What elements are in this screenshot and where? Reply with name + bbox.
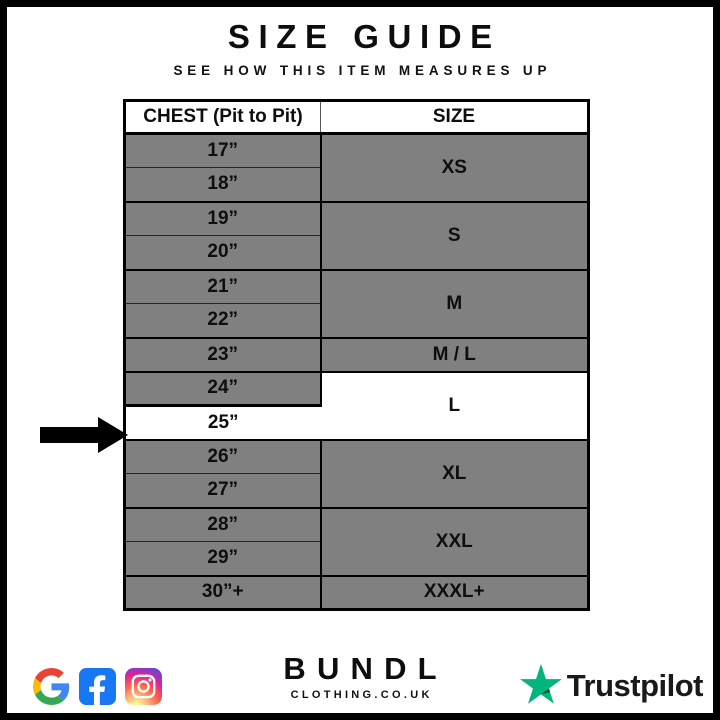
table-row: 26” XL bbox=[124, 439, 589, 509]
table-row: 18” bbox=[124, 167, 589, 203]
size-cell: XL bbox=[320, 439, 589, 509]
instagram-icon[interactable] bbox=[125, 668, 162, 705]
table-row: 28” XXL bbox=[124, 507, 589, 577]
chest-cell: 28” bbox=[124, 507, 322, 542]
table-row: 30”+ XXXL+ bbox=[124, 575, 589, 611]
pointer-arrow-icon bbox=[40, 417, 128, 453]
column-header-chest: CHEST (Pit to Pit) bbox=[124, 100, 321, 135]
page-subtitle: SEE HOW THIS ITEM MEASURES UP bbox=[173, 63, 552, 78]
size-cell: M bbox=[320, 269, 589, 339]
size-cell: XS bbox=[320, 133, 589, 203]
chest-cell: 27” bbox=[124, 473, 322, 509]
table-row: 24” L bbox=[124, 371, 589, 441]
size-cell: XXL bbox=[320, 507, 589, 577]
chest-cell: 29” bbox=[124, 541, 322, 577]
chest-cell: 22” bbox=[124, 303, 322, 339]
chest-cell: 20” bbox=[124, 235, 322, 271]
chest-cell-highlighted: 25” bbox=[124, 405, 321, 441]
size-cell-highlighted: L bbox=[320, 371, 589, 441]
chest-cell: 17” bbox=[124, 133, 322, 168]
column-header-size: SIZE bbox=[320, 100, 589, 135]
trustpilot-logo[interactable]: Trustpilot bbox=[519, 663, 704, 709]
size-guide-table: CHEST (Pit to Pit) SIZE 17” XS 18” 19” S… bbox=[123, 99, 590, 611]
facebook-icon[interactable] bbox=[79, 668, 116, 705]
table-row: 27” bbox=[124, 473, 589, 509]
chest-cell: 23” bbox=[124, 337, 322, 373]
size-cell: S bbox=[320, 201, 589, 271]
brand-name: BUNDL bbox=[283, 651, 448, 686]
chest-cell: 18” bbox=[124, 167, 322, 203]
size-cell: M / L bbox=[320, 337, 589, 373]
chest-cell: 24” bbox=[124, 371, 322, 407]
table-row: 22” bbox=[124, 303, 589, 339]
table-header-row: CHEST (Pit to Pit) SIZE bbox=[124, 100, 589, 135]
table-row-highlighted: 25” bbox=[124, 405, 589, 441]
table-row: 23” M / L bbox=[124, 337, 589, 373]
brand-logo: BUNDL CLOTHING.CO.UK bbox=[272, 651, 447, 701]
size-cell: XXXL+ bbox=[320, 575, 589, 611]
chest-cell: 26” bbox=[124, 439, 322, 474]
trustpilot-label: Trustpilot bbox=[566, 668, 704, 703]
brand-tagline: CLOTHING.CO.UK bbox=[290, 689, 433, 701]
table-row: 19” S bbox=[124, 201, 589, 271]
chest-cell: 19” bbox=[124, 201, 322, 236]
chest-cell: 21” bbox=[124, 269, 322, 304]
page-title: SIZE GUIDE bbox=[227, 18, 501, 55]
table-row: 17” XS bbox=[124, 133, 589, 203]
table-row: 29” bbox=[124, 541, 589, 577]
table-row: 20” bbox=[124, 235, 589, 271]
table-row: 21” M bbox=[124, 269, 589, 339]
google-icon[interactable] bbox=[33, 668, 70, 705]
trustpilot-star-icon bbox=[519, 663, 562, 709]
social-links bbox=[33, 668, 162, 705]
chest-cell: 30”+ bbox=[124, 575, 322, 610]
